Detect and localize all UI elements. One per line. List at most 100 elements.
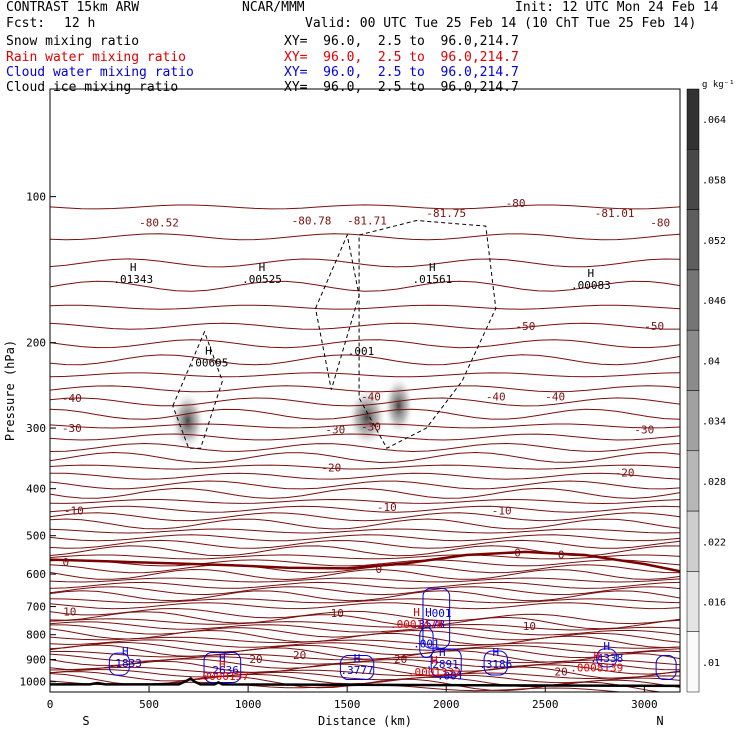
isotherm-9 bbox=[50, 385, 680, 393]
isotherm-11 bbox=[50, 408, 680, 420]
temperature-label-29: 20 bbox=[249, 653, 262, 666]
y-tick-label-1: 200 bbox=[26, 337, 46, 350]
extremum-value-9: .2891 bbox=[426, 658, 459, 671]
colorbar-tick-5: .034 bbox=[702, 417, 726, 428]
extremum-value-0: .01343 bbox=[113, 273, 153, 286]
field-name-cloud-water: Cloud water mixing ratio bbox=[6, 65, 194, 80]
temperature-label-7: -50 bbox=[516, 320, 536, 333]
extremum-marker-12: H bbox=[425, 606, 432, 619]
temperature-label-30: 20 bbox=[293, 649, 306, 662]
temperature-label-11: -40 bbox=[486, 390, 506, 403]
colorbar-cell-9 bbox=[686, 631, 700, 693]
extremum-value-6: .1833 bbox=[109, 657, 142, 670]
temperature-label-23: 0 bbox=[376, 563, 383, 576]
isotherm-19 bbox=[50, 487, 680, 499]
x-tick-label-0: 0 bbox=[47, 698, 54, 711]
field-name-cloud-ice: Cloud ice mixing ratio bbox=[6, 80, 179, 95]
isotherm-46 bbox=[50, 641, 680, 659]
x-tick-label-1: 500 bbox=[139, 698, 159, 711]
colorbar-cell-1 bbox=[686, 149, 700, 210]
y-tick-label-5: 600 bbox=[26, 568, 46, 581]
colorbar-tick-6: .028 bbox=[702, 477, 726, 488]
cloud-water-contour-0 bbox=[108, 652, 130, 676]
isotherm-24 bbox=[50, 528, 680, 534]
x-tick-label-4: 2000 bbox=[433, 698, 460, 711]
extremum-value-16: .0000157 bbox=[196, 670, 249, 683]
extremum-value-17: .0001332 bbox=[408, 666, 461, 679]
isotherm-32 bbox=[50, 577, 680, 583]
y-tick-label-3: 400 bbox=[26, 483, 46, 496]
temperature-label-21: -10 bbox=[492, 505, 512, 518]
extremum-value-10: .3186 bbox=[479, 658, 512, 671]
field-name-snow: Snow mixing ratio bbox=[6, 34, 140, 49]
cloud-water-contours bbox=[108, 587, 677, 684]
y-axis-label: Pressure (hPa) bbox=[3, 340, 17, 441]
isotherm-49 bbox=[50, 653, 680, 671]
terrain-line bbox=[50, 676, 681, 688]
temperature-label-9: -40 bbox=[62, 392, 82, 405]
isotherm-28 bbox=[50, 554, 680, 560]
temperature-label-0: -80.52 bbox=[139, 216, 179, 229]
extremum-value-11: .4338 bbox=[590, 652, 623, 665]
x-axis-label: Distance (km) bbox=[318, 714, 412, 728]
extremum-marker-16: H bbox=[219, 658, 226, 671]
plot-frame bbox=[49, 88, 681, 693]
cloud-water-contour-6 bbox=[422, 587, 451, 649]
extremum-marker-18: H bbox=[593, 650, 600, 663]
forecast-hour: 12 h bbox=[64, 16, 96, 31]
north-label: N bbox=[656, 714, 663, 728]
isotherm-52 bbox=[50, 666, 680, 679]
isotherm-10 bbox=[50, 397, 680, 407]
snow-maximum-2 bbox=[383, 375, 414, 436]
colorbar-cell-8 bbox=[686, 571, 700, 632]
extremum-value-19: .0001478 bbox=[390, 618, 443, 631]
colorbar-tick-0: .064 bbox=[702, 115, 726, 126]
cloud-water-contour-7 bbox=[419, 626, 434, 658]
isotherm-29 bbox=[50, 559, 680, 567]
isotherm-zero bbox=[50, 550, 680, 573]
isotherm-5 bbox=[50, 322, 680, 330]
model-title: CONTRAST 15km ARW bbox=[6, 0, 140, 15]
y-tick-label-7: 800 bbox=[26, 629, 46, 642]
isotherm-16 bbox=[50, 464, 680, 470]
colorbar-tick-1: .058 bbox=[702, 175, 726, 186]
cloud-ice-contours bbox=[172, 219, 497, 449]
isotherm-4 bbox=[50, 304, 680, 310]
y-tick-label-4: 500 bbox=[26, 530, 46, 543]
isotherm-33 bbox=[50, 581, 680, 589]
y-tick-label-8: 900 bbox=[26, 654, 46, 667]
isotherm-45 bbox=[50, 639, 680, 654]
isotherm-15 bbox=[50, 451, 680, 464]
isotherm-39 bbox=[50, 611, 680, 630]
extremum-value-1: .00525 bbox=[242, 273, 282, 286]
isotherm-37 bbox=[50, 602, 680, 610]
isotherm-35 bbox=[50, 590, 680, 602]
isotherm-22 bbox=[50, 512, 680, 522]
isotherm-6 bbox=[50, 339, 680, 349]
temperature-label-18: -20 bbox=[615, 466, 635, 479]
isotherm-51 bbox=[50, 660, 680, 679]
isotherm-17 bbox=[50, 472, 680, 480]
axes: 0 500 1000 1500 2000 2500 30001002003004005006… bbox=[3, 88, 681, 728]
cloud-ice-contour-1 bbox=[314, 233, 360, 390]
temperature-label-16: -30 bbox=[634, 423, 654, 436]
snow-maximum-1 bbox=[347, 387, 387, 448]
extremum-marker-9: H bbox=[439, 646, 446, 659]
extremum-value-4: .00695 bbox=[189, 357, 229, 370]
y-tick-label-2: 300 bbox=[26, 422, 46, 435]
isotherm-25 bbox=[50, 534, 680, 542]
colorbar-tick-2: .052 bbox=[702, 236, 726, 247]
y-tick-label-6: 700 bbox=[26, 601, 46, 614]
temperature-label-5: -80 bbox=[506, 197, 526, 210]
temperature-label-4: -81.01 bbox=[595, 207, 635, 220]
isotherm-2 bbox=[50, 258, 680, 268]
temperature-label-19: -10 bbox=[64, 505, 84, 518]
extremum-marker-17: H bbox=[431, 654, 438, 667]
temperature-label-27: 10 bbox=[331, 607, 344, 620]
isotherm-7 bbox=[50, 354, 680, 366]
extremum-value-14: .001 bbox=[413, 638, 440, 651]
isotherm-3 bbox=[50, 280, 680, 292]
snow-maximum-0 bbox=[170, 390, 205, 451]
colorbar-cell-7 bbox=[686, 510, 700, 572]
